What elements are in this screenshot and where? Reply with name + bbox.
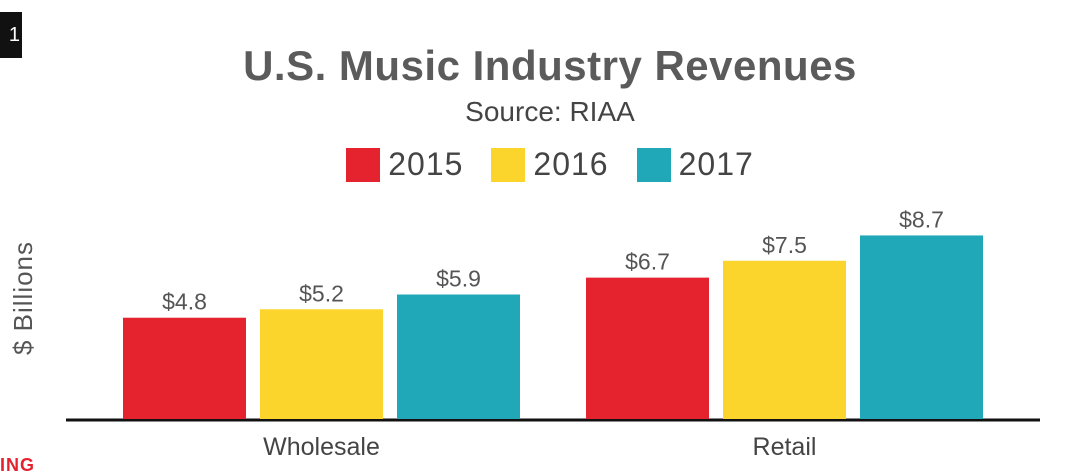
legend-label-2016: 2016 bbox=[533, 146, 609, 182]
data-label-wholesale-2017: $5.9 bbox=[436, 266, 481, 292]
chart-subtitle: Source: RIAA bbox=[465, 96, 635, 127]
x-tick-labels-group: Wholesale Retail bbox=[263, 433, 816, 461]
bar-wholesale-2016 bbox=[260, 309, 383, 419]
bar-labels-group: $4.8 $5.2 $5.9 $6.7 $7.5 $8.7 bbox=[162, 206, 944, 314]
bar-retail-2015 bbox=[586, 277, 709, 419]
x-tick-label-retail: Retail bbox=[753, 433, 817, 461]
legend-label-2017: 2017 bbox=[678, 146, 754, 182]
data-label-wholesale-2015: $4.8 bbox=[162, 289, 207, 315]
data-label-retail-2015: $6.7 bbox=[625, 249, 670, 275]
legend-label-2015: 2015 bbox=[388, 146, 464, 182]
bar-retail-2016 bbox=[723, 260, 846, 419]
legend-swatch-2016 bbox=[491, 147, 526, 182]
legend-item-2017: 2017 bbox=[636, 146, 754, 183]
bar-wholesale-2015 bbox=[123, 317, 246, 419]
data-label-wholesale-2016: $5.2 bbox=[299, 280, 344, 306]
data-label-retail-2017: $8.7 bbox=[899, 206, 944, 232]
bar-retail-2017 bbox=[860, 235, 983, 419]
legend-swatch-2017 bbox=[636, 147, 671, 182]
legend-item-2015: 2015 bbox=[346, 146, 463, 183]
bars-group bbox=[123, 235, 983, 419]
y-axis-label: $ Billions bbox=[8, 241, 38, 355]
bar-chart: $ Billions $4.8 $5.2 $5.9 $6.7 $7.5 $8.7 Whol… bbox=[8, 206, 1040, 461]
bar-wholesale-2017 bbox=[397, 294, 520, 419]
chart-title: U.S. Music Industry Revenues bbox=[243, 42, 857, 89]
data-label-retail-2016: $7.5 bbox=[762, 232, 807, 258]
legend-item-2016: 2016 bbox=[491, 146, 608, 183]
corner-badge: 1 bbox=[0, 12, 22, 58]
legend: 2015 2016 2017 bbox=[0, 146, 1080, 183]
legend-swatch-2015 bbox=[346, 147, 381, 182]
x-tick-label-wholesale: Wholesale bbox=[263, 433, 380, 461]
